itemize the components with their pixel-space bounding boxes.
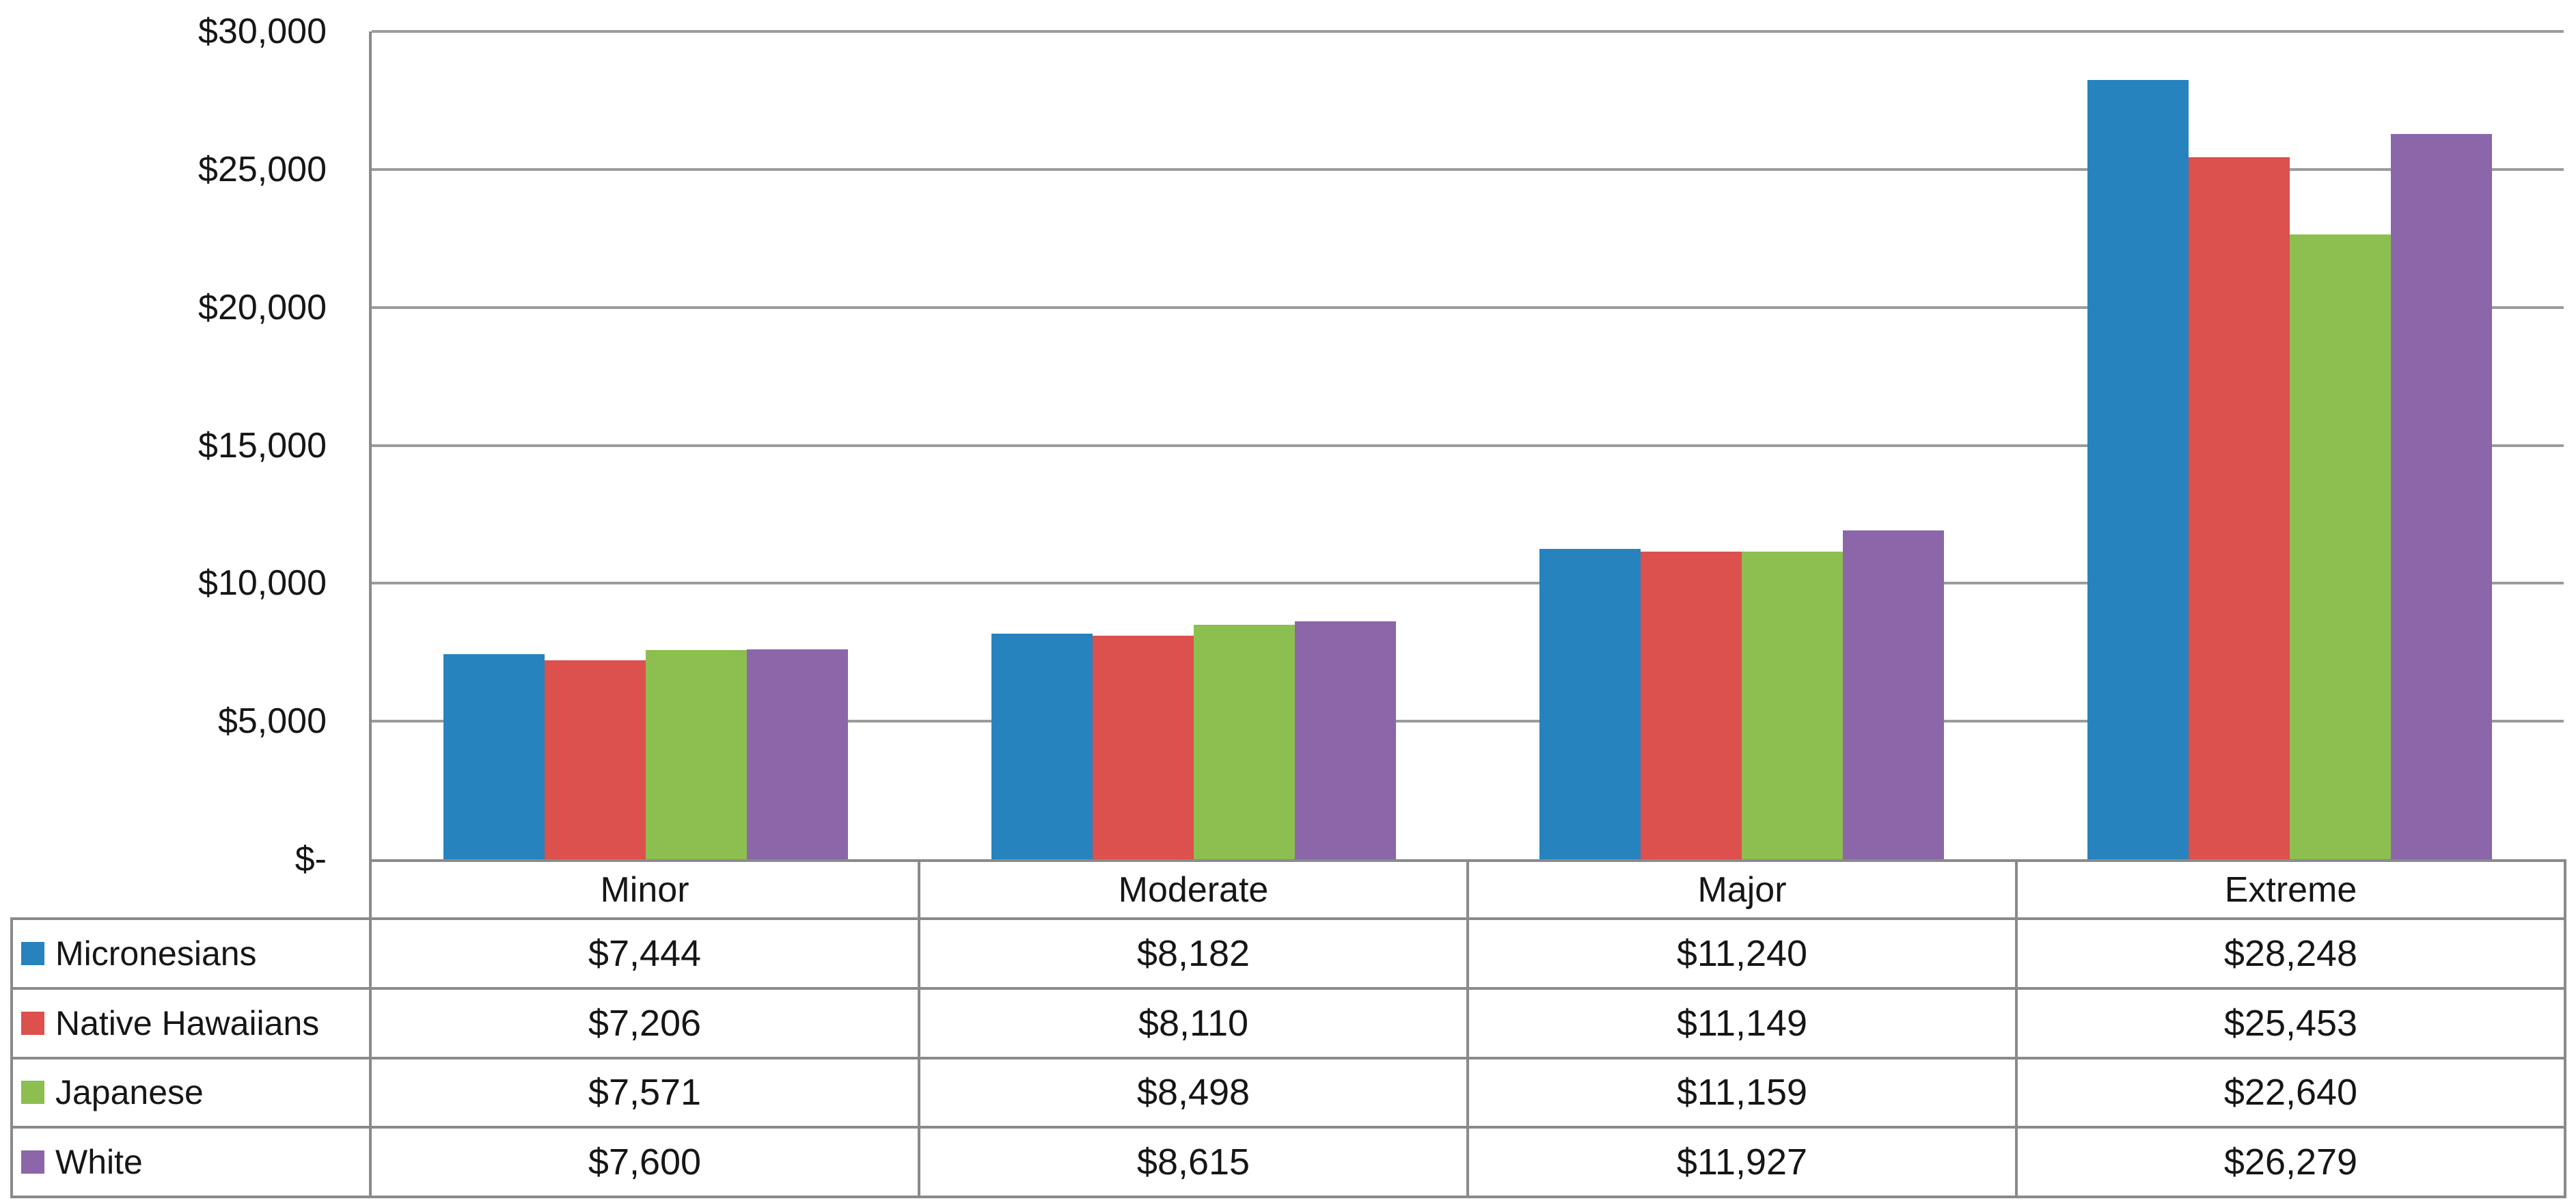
gridline [372,306,2564,309]
y-axis-tick-label: $15,000 [198,425,327,465]
bar-japanese-extreme [2290,234,2391,859]
legend-swatch-icon [21,941,44,965]
bar-micronesians-moderate [991,633,1093,859]
bar-micronesians-extreme [2087,79,2189,859]
legend-series-name: Micronesians [55,934,257,973]
legend-swatch-icon [21,1150,44,1174]
table-value-japanese-extreme: $22,640 [2018,1059,2566,1129]
table-value-white-moderate: $8,615 [920,1129,1469,1198]
table-value-white-major: $11,927 [1469,1129,2018,1198]
y-axis-tick-label: $5,000 [217,701,327,742]
bar-white-minor [747,649,848,859]
table-value-japanese-minor: $7,571 [372,1059,920,1129]
table-value-native-hawaiians-moderate: $8,110 [920,989,1469,1060]
y-axis-tick-label: $10,000 [198,563,327,604]
bar-native-hawaiians-moderate [1093,635,1194,859]
bar-group-minor [372,31,920,859]
table-header-major: Major [1469,859,2018,920]
table-value-micronesians-major: $11,240 [1469,920,2018,990]
bar-group-major [1468,31,2016,859]
table-value-japanese-major: $11,159 [1469,1059,2018,1129]
table-value-native-hawaiians-major: $11,149 [1469,989,2018,1060]
table-value-white-extreme: $26,279 [2018,1129,2566,1198]
legend-row-micronesians: Micronesians [10,920,372,990]
data-table: Minor Moderate Major Extreme Micronesians $7,… [10,859,2566,1198]
y-axis-tick-label: $- [294,839,327,879]
table-value-native-hawaiians-extreme: $25,453 [2018,989,2566,1060]
table-value-micronesians-moderate: $8,182 [920,920,1469,990]
y-axis-line [369,31,372,859]
bar-native-hawaiians-minor [545,660,646,859]
table-value-white-minor: $7,600 [372,1129,920,1198]
gridline [372,167,2564,171]
legend-row-japanese: Japanese [10,1059,372,1129]
table-value-micronesians-extreme: $28,248 [2018,920,2566,990]
legend-series-name: Japanese [55,1073,204,1112]
gridline [372,30,2564,33]
legend-series-name: Native Hawaiians [55,1003,320,1042]
bar-white-major [1843,530,1944,859]
legend-swatch-icon [21,1081,44,1105]
gridline [372,720,2564,723]
table-header-minor: Minor [372,859,920,920]
legend-swatch-icon [21,1011,44,1035]
gridline [372,582,2564,585]
chart-area: $30,000 $25,000 $20,000 $15,000 $10,000 $5,00… [198,12,2564,879]
bar-group-extreme [2016,31,2564,859]
bar-group-moderate [920,31,1468,859]
bar-micronesians-major [1539,549,1641,859]
bar-japanese-major [1742,551,1843,859]
plot-area [372,30,2564,859]
table-header-extreme: Extreme [2018,859,2566,920]
legend-series-name: White [55,1143,143,1182]
table-value-micronesians-minor: $7,444 [372,920,920,990]
bar-native-hawaiians-extreme [2189,157,2290,859]
bar-micronesians-minor [443,653,545,859]
y-axis-tick-label: $30,000 [198,12,327,51]
table-header-moderate: Moderate [920,859,1469,920]
table-value-japanese-moderate: $8,498 [920,1059,1469,1129]
bar-white-moderate [1295,621,1396,859]
y-axis-tick-label: $25,000 [198,149,327,189]
table-corner-cell [10,859,372,920]
table-value-native-hawaiians-minor: $7,206 [372,989,920,1060]
legend-row-native-hawaiians: Native Hawaiians [10,989,372,1060]
gridline [372,444,2564,447]
bar-japanese-moderate [1194,624,1295,859]
bar-white-extreme [2391,134,2492,859]
bar-japanese-minor [646,650,747,859]
bar-groups [372,31,2564,859]
y-axis-tick-label: $20,000 [198,287,327,327]
legend-row-white: White [10,1129,372,1198]
bar-native-hawaiians-major [1641,551,1742,859]
